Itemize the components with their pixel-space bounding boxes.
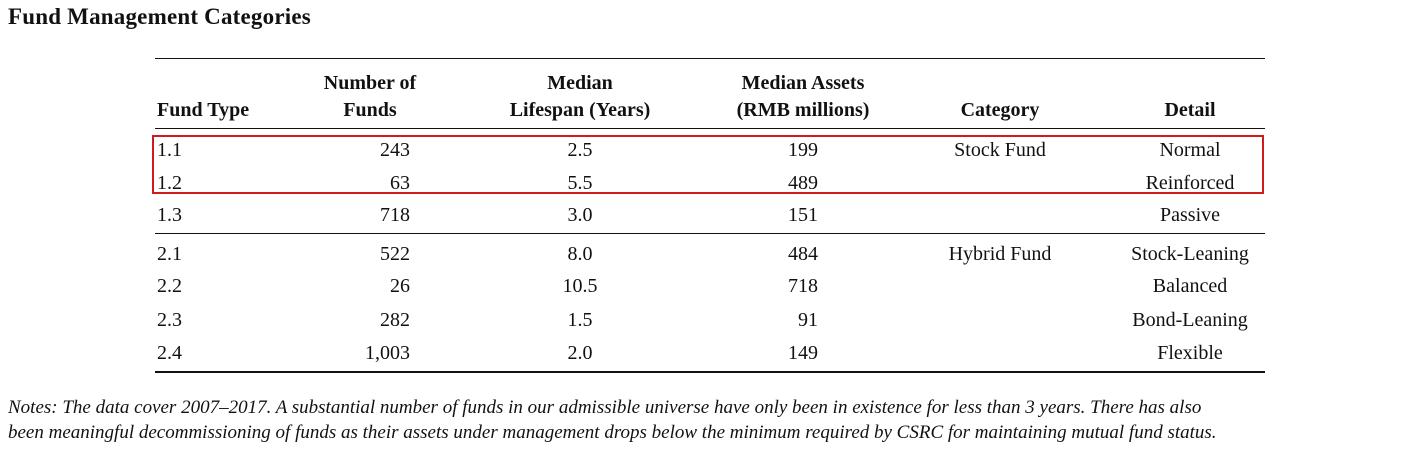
table-bottom-rule [155,371,1265,373]
table-notes: Notes: The data cover 2007–2017. A subst… [8,395,1413,445]
header-fund-type: Fund Type [157,99,250,121]
notes-line: Notes: The data cover 2007–2017. A subst… [8,397,1202,418]
cell-lifespan: 2.0 [567,342,593,364]
cell-assets: 484 [788,243,818,265]
cell-detail: Normal [1159,139,1221,161]
cell-num-funds: 522 [380,243,410,265]
header-rule [155,128,1265,129]
cell-fund-type: 2.4 [157,342,182,364]
cell-lifespan: 8.0 [567,243,593,265]
table-top-rule [155,58,1265,59]
cell-assets: 91 [798,309,818,331]
cell-lifespan: 5.5 [567,172,593,194]
cell-category: Stock Fund [954,139,1046,161]
cell-assets: 718 [788,275,818,297]
cell-fund-type: 1.2 [157,172,182,194]
page-title: Fund Management Categories [8,4,311,29]
cell-fund-type: 2.3 [157,309,182,331]
cell-num-funds: 243 [380,139,410,161]
cell-num-funds: 63 [390,172,410,194]
cell-assets: 199 [788,139,818,161]
cell-detail: Balanced [1152,275,1228,297]
cell-lifespan: 10.5 [562,275,598,297]
cell-detail: Bond-Leaning [1132,309,1248,331]
highlight-box [152,135,1264,194]
cell-fund-type: 2.1 [157,243,182,265]
header-lifespan-line2: Lifespan (Years) [509,99,651,121]
cell-num-funds: 718 [380,204,410,226]
notes-line: been meaningful decommissioning of funds… [8,422,1217,443]
cell-num-funds: 1,003 [365,342,410,364]
cell-num-funds: 26 [390,275,410,297]
cell-lifespan: 3.0 [567,204,593,226]
header-detail: Detail [1164,99,1216,121]
cell-detail: Flexible [1157,342,1223,364]
cell-lifespan: 1.5 [567,309,593,331]
cell-fund-type: 2.2 [157,275,182,297]
cell-num-funds: 282 [380,309,410,331]
cell-category: Hybrid Fund [948,243,1052,265]
cell-detail: Reinforced [1145,172,1235,194]
cell-assets: 149 [788,342,818,364]
header-num-funds-line1: Number of [323,72,417,94]
cell-detail: Stock-Leaning [1131,243,1249,265]
group-divider-rule [155,233,1265,234]
cell-fund-type: 1.3 [157,204,182,226]
header-lifespan-line1: Median [547,72,613,94]
cell-assets: 151 [788,204,818,226]
cell-detail: Passive [1160,204,1220,226]
header-num-funds-line2: Funds [343,99,397,121]
cell-fund-type: 1.1 [157,139,182,161]
cell-lifespan: 2.5 [567,139,593,161]
cell-assets: 489 [788,172,818,194]
header-category: Category [960,99,1040,121]
header-assets-line1: Median Assets [741,72,865,94]
header-assets-line2: (RMB millions) [736,99,870,121]
